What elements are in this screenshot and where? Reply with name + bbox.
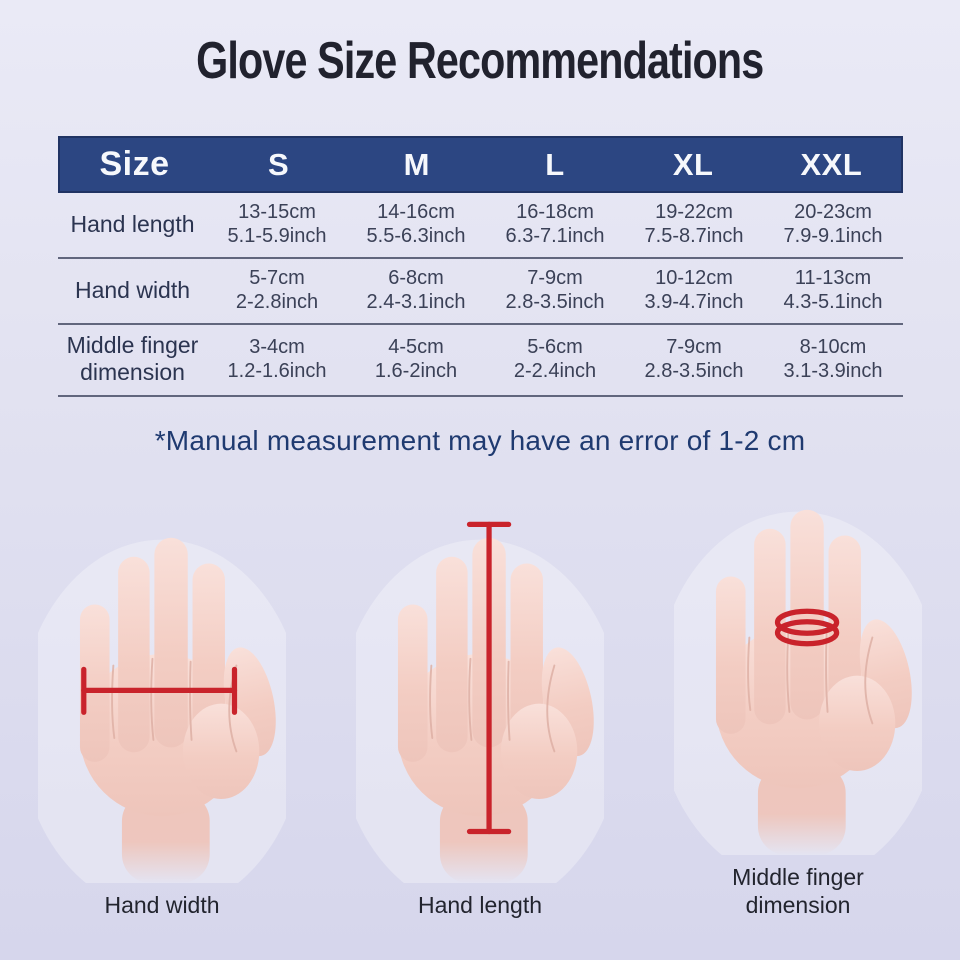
- value-inch: 7.9-9.1inch: [783, 225, 883, 247]
- cell-hand-length-xxl: 20-23cm 7.9-9.1inch: [764, 200, 903, 248]
- value-inch: 2-2.4inch: [513, 360, 597, 382]
- cell-hand-length-xl: 19-22cm 7.5-8.7inch: [625, 200, 764, 248]
- value-inch: 5.1-5.9inch: [227, 225, 327, 247]
- value-inch: 6.3-7.1inch: [505, 225, 605, 247]
- value-cm: 19-22cm: [655, 201, 733, 223]
- cell-middle-finger-l: 5-6cm 2-2.4inch: [486, 335, 625, 383]
- middle-finger-ring-mark: [774, 608, 840, 647]
- table-row-hand-width: Hand width 5-7cm 2-2.8inch 6-8cm 2.4-3.1…: [57, 259, 903, 325]
- value-cm: 11-13cm: [794, 267, 872, 289]
- value-inch: 2.8-3.5inch: [505, 291, 605, 313]
- cell-hand-length-m: 14-16cm 5.5-6.3inch: [347, 200, 486, 248]
- size-table: Size S M L XL XXL Hand length 13-15cm 5.…: [57, 136, 903, 397]
- value-inch: 1.2-1.6inch: [227, 360, 327, 382]
- size-table-header-row: Size S M L XL XXL: [57, 136, 903, 193]
- cell-middle-finger-s: 3-4cm 1.2-1.6inch: [208, 335, 347, 383]
- value-cm: 5-7cm: [249, 267, 305, 289]
- measurement-error-note: *Manual measurement may have an error of…: [154, 425, 806, 456]
- value-cm: 6-8cm: [388, 267, 444, 289]
- header-cell-l: L: [545, 146, 565, 182]
- cell-hand-length-l: 16-18cm 6.3-7.1inch: [486, 200, 625, 248]
- page-title: Glove Size Recommendations: [196, 32, 764, 91]
- cell-hand-width-m: 6-8cm 2.4-3.1inch: [347, 266, 486, 314]
- row-label-hand-length: Hand length: [70, 210, 195, 237]
- header-cell-xxl: XXL: [800, 146, 863, 182]
- title-area: Glove Size Recommendations: [0, 0, 960, 106]
- measurement-figures: Hand width Hand length Middle: [0, 483, 960, 919]
- value-inch: 3.9-4.7inch: [644, 291, 744, 313]
- cell-middle-finger-xl: 7-9cm 2.8-3.5inch: [625, 335, 764, 383]
- value-cm: 14-16cm: [377, 201, 455, 223]
- hand-illustration: [38, 536, 286, 883]
- value-inch: 2.4-3.1inch: [366, 291, 466, 313]
- cell-hand-width-s: 5-7cm 2-2.8inch: [208, 266, 347, 314]
- value-inch: 3.1-3.9inch: [783, 360, 883, 382]
- value-cm: 13-15cm: [238, 201, 316, 223]
- value-cm: 16-18cm: [516, 201, 594, 223]
- row-label-middle-finger: Middle finger dimension: [66, 332, 199, 385]
- value-inch: 7.5-8.7inch: [644, 225, 744, 247]
- figure-label-hand-length: Hand length: [417, 892, 543, 918]
- table-row-middle-finger: Middle finger dimension 3-4cm 1.2-1.6inc…: [57, 325, 903, 397]
- hand-width-measure-line: [81, 666, 238, 715]
- value-cm: 20-23cm: [794, 201, 872, 223]
- value-cm: 7-9cm: [666, 336, 722, 358]
- figure-label-hand-width: Hand width: [104, 892, 220, 918]
- header-cell-m: M: [403, 146, 430, 182]
- row-label-hand-width: Hand width: [74, 276, 191, 303]
- figure-label-middle-finger: Middle finger dimension: [732, 864, 864, 918]
- cell-middle-finger-xxl: 8-10cm 3.1-3.9inch: [764, 335, 903, 383]
- value-cm: 5-6cm: [527, 336, 583, 358]
- table-row-hand-length: Hand length 13-15cm 5.1-5.9inch 14-16cm …: [57, 193, 903, 259]
- header-cell-xl: XL: [672, 146, 714, 182]
- hand-length-measure-line: [466, 521, 512, 835]
- cell-hand-width-xxl: 11-13cm 4.3-5.1inch: [764, 266, 903, 314]
- figure-hand-length: Hand length: [330, 511, 630, 919]
- value-cm: 4-5cm: [388, 336, 444, 358]
- cell-hand-width-l: 7-9cm 2.8-3.5inch: [486, 266, 625, 314]
- figure-hand-width: Hand width: [12, 511, 312, 919]
- hand-illustration: [356, 521, 604, 883]
- value-cm: 3-4cm: [249, 336, 305, 358]
- value-inch: 1.6-2inch: [374, 360, 458, 382]
- figure-middle-finger: Middle finger dimension: [648, 483, 948, 919]
- cell-hand-length-s: 13-15cm 5.1-5.9inch: [208, 200, 347, 248]
- header-cell-size: Size: [99, 145, 170, 183]
- value-inch: 2.8-3.5inch: [644, 360, 744, 382]
- cell-hand-width-xl: 10-12cm 3.9-4.7inch: [625, 266, 764, 314]
- cell-middle-finger-m: 4-5cm 1.6-2inch: [347, 335, 486, 383]
- hand-illustration: [674, 508, 922, 855]
- value-inch: 5.5-6.3inch: [366, 225, 466, 247]
- header-cell-s: S: [268, 146, 290, 182]
- value-cm: 8-10cm: [799, 336, 867, 358]
- value-inch: 4.3-5.1inch: [783, 291, 883, 313]
- value-cm: 10-12cm: [655, 267, 733, 289]
- value-inch: 2-2.8inch: [235, 291, 319, 313]
- value-cm: 7-9cm: [527, 267, 583, 289]
